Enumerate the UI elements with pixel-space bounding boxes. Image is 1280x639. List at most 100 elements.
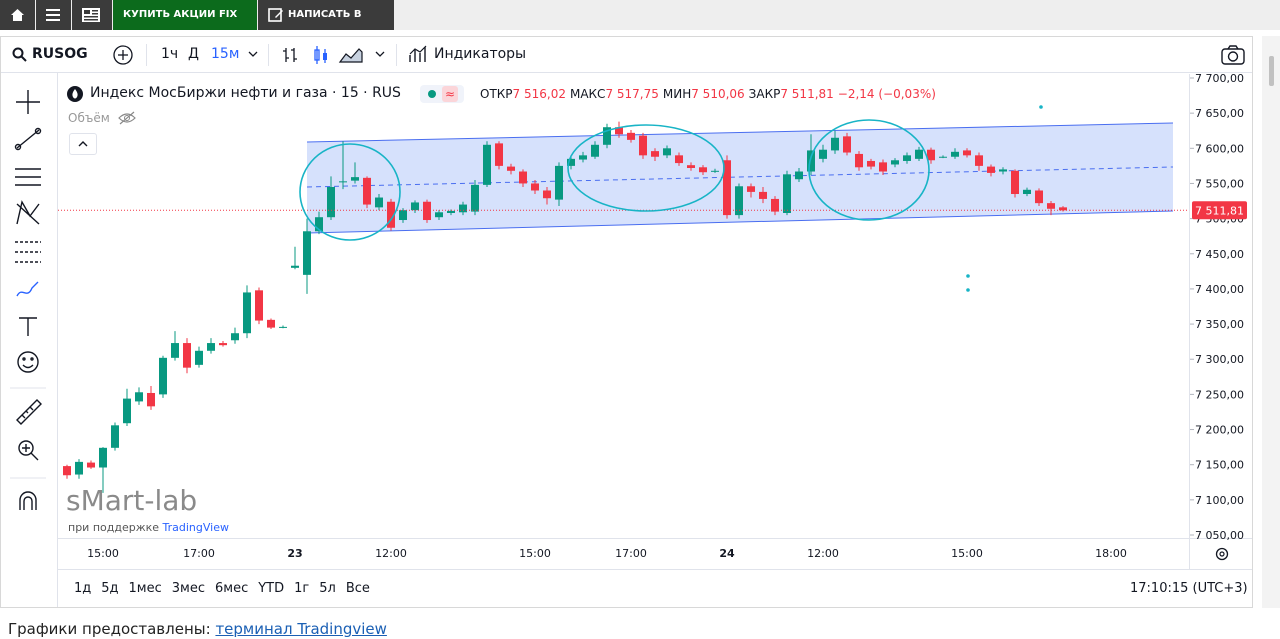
candle-body — [123, 398, 131, 424]
candle-body — [1035, 190, 1043, 204]
indicators-icon — [409, 45, 427, 62]
settings-icon[interactable] — [1215, 547, 1229, 561]
candle-body — [963, 150, 971, 156]
candle-body — [711, 170, 719, 172]
candle-body — [507, 166, 515, 171]
x-tick-label: 23 — [287, 547, 302, 560]
candle-body — [363, 177, 371, 205]
candle-body — [135, 392, 143, 402]
footer: Графики предоставлены: терминал Tradingv… — [8, 620, 387, 638]
y-tick-label: 7 100,00 — [1195, 494, 1244, 507]
chart-style-buttons[interactable] — [282, 44, 392, 66]
range-button[interactable]: 1г — [294, 581, 310, 596]
ohlc-label: ЗАКР — [748, 87, 781, 101]
symbol[interactable]: RUSOG — [32, 46, 88, 62]
candle-body — [447, 210, 455, 213]
range-button[interactable]: 1д — [74, 581, 92, 596]
y-tick-label: 7 650,00 — [1195, 107, 1244, 120]
candle-body — [423, 201, 431, 221]
candle-body — [1059, 207, 1067, 211]
candle-body — [999, 169, 1007, 172]
annotation-circle — [567, 124, 725, 212]
interval-active[interactable]: 15м — [211, 46, 240, 62]
candle-body — [471, 184, 479, 212]
snapshot-button[interactable] — [1221, 45, 1245, 65]
candle-body — [807, 150, 815, 172]
range-button[interactable]: Все — [345, 581, 370, 596]
candle-body — [63, 466, 71, 476]
candle-body — [1011, 170, 1019, 195]
candle-body — [939, 156, 947, 158]
candle-body — [915, 149, 923, 159]
range-button[interactable]: 6мес — [215, 581, 249, 596]
range-button[interactable]: 3мес — [171, 581, 205, 596]
candle-body — [723, 160, 731, 216]
candle-body — [783, 174, 791, 213]
ohlc-change: −2,14 (−0,03%) — [837, 87, 936, 101]
candle-body — [255, 290, 263, 321]
candle-body — [735, 186, 743, 216]
compare-button[interactable] — [112, 44, 134, 66]
candle-body — [891, 160, 899, 165]
annotation-circle — [299, 143, 401, 241]
clock: 17:10:15 (UTC+3) — [1130, 581, 1248, 596]
channel-mid — [306, 166, 1174, 188]
interval[interactable]: Д — [188, 46, 199, 62]
collapse-button[interactable] — [69, 133, 97, 155]
interval[interactable]: 1ч — [161, 46, 179, 62]
range-button[interactable]: 5д — [101, 581, 119, 596]
candle-body — [567, 158, 575, 166]
candle-body — [627, 132, 635, 140]
chart: 7 050,00 7 100,00 7 150,00 7 200,00 7 250,00… — [58, 72, 1252, 570]
channel-lower — [306, 210, 1174, 234]
candle-body — [663, 148, 671, 156]
candle-body — [927, 149, 935, 161]
indicators-button[interactable]: Индикаторы — [434, 46, 527, 62]
footer-link[interactable]: терминал Tradingview — [215, 620, 387, 638]
candle-body — [75, 461, 83, 475]
x-tick-label: 12:00 — [807, 547, 839, 560]
candle-body — [483, 144, 491, 185]
candle-body — [855, 153, 863, 168]
candle-body — [207, 343, 215, 351]
candle-body — [687, 165, 695, 168]
last-price-badge — [1192, 201, 1247, 220]
y-tick-label: 7 050,00 — [1195, 529, 1244, 542]
range-button[interactable]: 1мес — [128, 581, 162, 596]
candle-body — [879, 162, 887, 172]
candle-body — [219, 343, 227, 346]
menu-button[interactable] — [36, 0, 71, 30]
range-button[interactable]: 5л — [319, 581, 336, 596]
y-tick-label: 7 600,00 — [1195, 142, 1244, 155]
dropdown-icon[interactable] — [248, 50, 258, 58]
watermark-support-text: при поддержке — [68, 521, 159, 534]
x-tick-label: 15:00 — [519, 547, 551, 560]
news-button[interactable] — [72, 0, 112, 30]
candle-body — [699, 167, 707, 173]
range-button[interactable]: YTD — [258, 581, 285, 596]
candle-body — [675, 155, 683, 164]
candle-body — [411, 202, 419, 211]
home-button[interactable] — [0, 0, 35, 30]
y-tick-label: 7 250,00 — [1195, 388, 1244, 401]
watermark-support: при поддержке TradingView — [68, 521, 229, 534]
y-tick-label: 7 400,00 — [1195, 283, 1244, 296]
candle-body — [459, 204, 467, 213]
candle-body — [303, 231, 311, 275]
y-tick-label: 7 450,00 — [1195, 248, 1244, 261]
x-tick-label: 17:00 — [615, 547, 647, 560]
candle-body — [831, 137, 839, 151]
candle-body — [531, 183, 539, 191]
candle-body — [327, 186, 335, 218]
candle-body — [183, 343, 191, 368]
search-icon — [12, 47, 27, 62]
hide-volume-icon[interactable] — [118, 111, 136, 125]
candle-body — [975, 155, 983, 166]
candle-body — [795, 171, 803, 180]
ohlc-value: 7 517,75 — [605, 87, 659, 101]
candle-body — [279, 326, 287, 328]
y-tick-label: 7 700,00 — [1195, 72, 1244, 85]
candle-body — [951, 151, 959, 157]
ohlc-label: МАКС — [569, 87, 606, 101]
